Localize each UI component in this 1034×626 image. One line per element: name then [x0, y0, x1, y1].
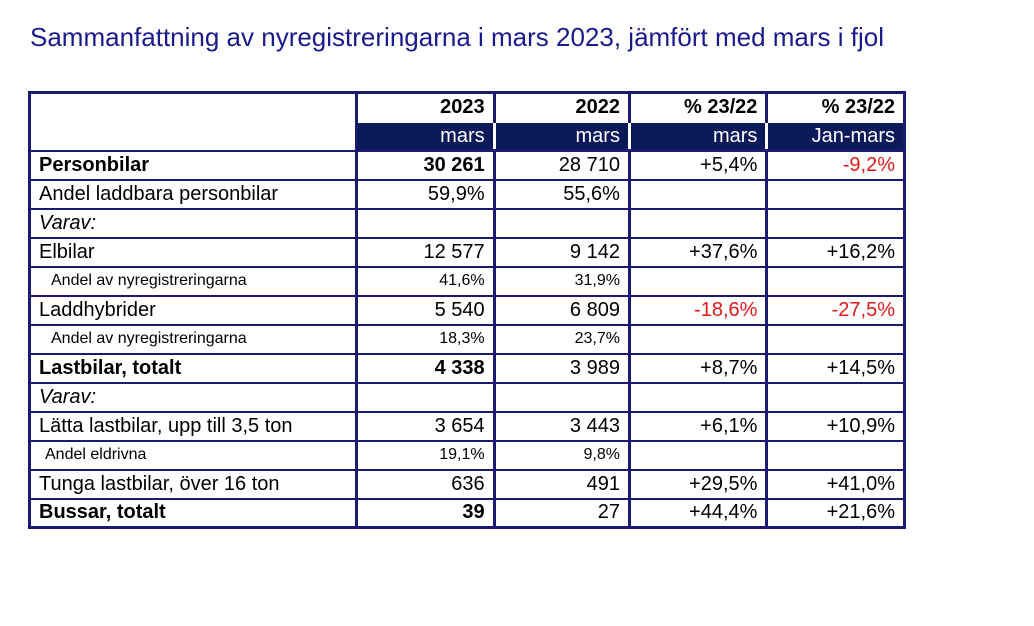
cell-2023: 5 540: [355, 294, 496, 326]
cell-2022: 55,6%: [492, 178, 631, 210]
row-label: Personbilar: [27, 149, 359, 181]
header-pct-mars: % 23/22: [627, 91, 769, 123]
cell-2023: 30 261: [355, 149, 496, 181]
table-row: Personbilar 30 261 28 710 +5,4% -9,2%: [27, 149, 906, 181]
cell-2022: 28 710: [492, 149, 631, 181]
table-row: Andel av nyregistreringarna 18,3% 23,7%: [27, 323, 906, 355]
cell-pct-jan: +10,9%: [765, 410, 906, 442]
table-row: Bussar, totalt 39 27 +44,4% +21,6%: [27, 497, 906, 529]
registration-summary-table: 2023 2022 % 23/22 % 23/22 mars mars mars…: [27, 91, 906, 529]
cell-2022: [492, 381, 631, 413]
table-row: Varav:: [27, 207, 906, 239]
table-row: Laddhybrider 5 540 6 809 -18,6% -27,5%: [27, 294, 906, 326]
cell-2023: 4 338: [355, 352, 496, 384]
header-period-2023: mars: [355, 120, 496, 152]
cell-2023: 3 654: [355, 410, 496, 442]
row-label: Varav:: [27, 381, 359, 413]
row-label: Andel eldrivna: [27, 439, 359, 471]
header-corner-cell-lower: [27, 121, 359, 152]
header-corner-cell: [27, 91, 359, 122]
cell-2022: 9,8%: [492, 439, 631, 471]
cell-2022: 3 989: [492, 352, 631, 384]
table-row: Andel eldrivna 19,1% 9,8%: [27, 439, 906, 471]
table-row: Lastbilar, totalt 4 338 3 989 +8,7% +14,…: [27, 352, 906, 384]
row-label: Andel av nyregistreringarna: [27, 323, 359, 355]
cell-2022: 3 443: [492, 410, 631, 442]
cell-pct-mars: [627, 381, 769, 413]
cell-2022: 23,7%: [492, 323, 631, 355]
header-year-2022: 2022: [492, 91, 631, 123]
cell-pct-mars: -18,6%: [627, 294, 769, 326]
row-label: Andel av nyregistreringarna: [27, 265, 359, 297]
table-row: Elbilar 12 577 9 142 +37,6% +16,2%: [27, 236, 906, 268]
cell-2023: [355, 207, 496, 239]
cell-2023: 19,1%: [355, 439, 496, 471]
header-row-periods: mars mars mars Jan-mars: [27, 120, 906, 152]
cell-pct-jan: -9,2%: [765, 149, 906, 181]
cell-2023: 59,9%: [355, 178, 496, 210]
cell-pct-mars: +29,5%: [627, 468, 769, 500]
cell-2022: 6 809: [492, 294, 631, 326]
header-pct-jan: % 23/22: [765, 91, 906, 123]
cell-pct-mars: +8,7%: [627, 352, 769, 384]
header-period-2022: mars: [492, 120, 631, 152]
cell-pct-jan: [765, 323, 906, 355]
row-label: Lätta lastbilar, upp till 3,5 ton: [27, 410, 359, 442]
cell-pct-jan: +41,0%: [765, 468, 906, 500]
row-label: Varav:: [27, 207, 359, 239]
cell-pct-mars: [627, 323, 769, 355]
cell-pct-mars: +44,4%: [627, 497, 769, 529]
cell-pct-jan: +14,5%: [765, 352, 906, 384]
cell-2023: 41,6%: [355, 265, 496, 297]
header-period-pct-jan: Jan-mars: [765, 120, 906, 152]
cell-2023: 39: [355, 497, 496, 529]
cell-pct-jan: [765, 178, 906, 210]
cell-2023: 18,3%: [355, 323, 496, 355]
cell-pct-jan: -27,5%: [765, 294, 906, 326]
cell-pct-mars: [627, 207, 769, 239]
row-label: Andel laddbara personbilar: [27, 178, 359, 210]
cell-pct-jan: +21,6%: [765, 497, 906, 529]
cell-2022: 491: [492, 468, 631, 500]
cell-pct-mars: [627, 265, 769, 297]
cell-2022: [492, 207, 631, 239]
table-row: Andel av nyregistreringarna 41,6% 31,9%: [27, 265, 906, 297]
header-period-pct-mars: mars: [627, 120, 769, 152]
row-label: Laddhybrider: [27, 294, 359, 326]
cell-2022: 27: [492, 497, 631, 529]
cell-2022: 9 142: [492, 236, 631, 268]
cell-2023: 12 577: [355, 236, 496, 268]
cell-pct-jan: [765, 381, 906, 413]
header-row-years: 2023 2022 % 23/22 % 23/22: [27, 91, 906, 123]
cell-pct-mars: +37,6%: [627, 236, 769, 268]
row-label: Lastbilar, totalt: [27, 352, 359, 384]
row-label: Tunga lastbilar, över 16 ton: [27, 468, 359, 500]
cell-pct-jan: [765, 439, 906, 471]
cell-pct-mars: +6,1%: [627, 410, 769, 442]
cell-pct-mars: [627, 178, 769, 210]
cell-2023: 636: [355, 468, 496, 500]
cell-pct-mars: +5,4%: [627, 149, 769, 181]
row-label: Elbilar: [27, 236, 359, 268]
cell-pct-jan: [765, 207, 906, 239]
table-row: Andel laddbara personbilar 59,9% 55,6%: [27, 178, 906, 210]
page-title: Sammanfattning av nyregistreringarna i m…: [30, 22, 885, 52]
cell-pct-jan: +16,2%: [765, 236, 906, 268]
header-year-2023: 2023: [355, 91, 496, 123]
cell-pct-jan: [765, 265, 906, 297]
cell-pct-mars: [627, 439, 769, 471]
table-row: Lätta lastbilar, upp till 3,5 ton 3 654 …: [27, 410, 906, 442]
table-row: Varav:: [27, 381, 906, 413]
cell-2023: [355, 381, 496, 413]
row-label: Bussar, totalt: [27, 497, 359, 529]
table-row: Tunga lastbilar, över 16 ton 636 491 +29…: [27, 468, 906, 500]
cell-2022: 31,9%: [492, 265, 631, 297]
